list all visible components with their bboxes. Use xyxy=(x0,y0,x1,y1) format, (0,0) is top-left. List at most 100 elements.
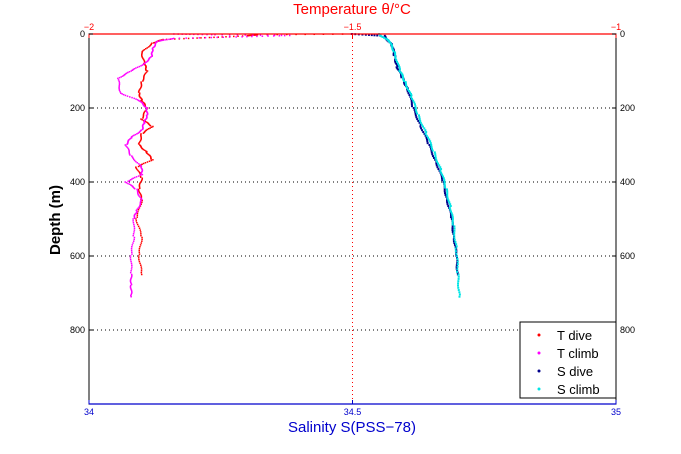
data-point xyxy=(450,214,453,217)
data-point xyxy=(222,36,225,39)
data-point xyxy=(434,156,437,159)
data-point xyxy=(392,52,395,55)
data-point xyxy=(129,285,132,288)
data-point xyxy=(400,76,403,79)
data-point xyxy=(440,168,443,171)
data-point xyxy=(129,284,132,287)
right-axis-tick-label: 0 xyxy=(620,29,625,39)
data-point xyxy=(139,201,142,204)
data-point xyxy=(125,145,127,147)
data-point xyxy=(131,178,133,180)
data-point xyxy=(138,255,140,257)
data-point xyxy=(448,201,451,204)
data-point xyxy=(133,229,136,231)
top-axis-title: Temperature θ/°C xyxy=(293,1,411,18)
data-point xyxy=(451,230,454,233)
data-point xyxy=(127,71,129,74)
data-point xyxy=(139,100,141,103)
data-point xyxy=(138,163,140,165)
data-point xyxy=(414,107,417,109)
data-point xyxy=(168,38,170,41)
data-point xyxy=(129,279,132,281)
data-point xyxy=(241,35,244,37)
data-point xyxy=(164,39,166,41)
data-point xyxy=(152,46,155,49)
data-point xyxy=(140,199,142,202)
data-point xyxy=(444,193,447,196)
data-point xyxy=(381,35,384,38)
data-point xyxy=(449,205,452,208)
data-point xyxy=(135,166,137,168)
data-point xyxy=(451,221,454,224)
legend: T dive T climb S dive S climb xyxy=(519,321,617,399)
data-point xyxy=(424,134,427,137)
data-point xyxy=(142,63,145,66)
data-point xyxy=(140,84,143,87)
data-point xyxy=(370,34,373,37)
data-point xyxy=(133,187,136,190)
data-point xyxy=(129,280,132,282)
data-point xyxy=(413,108,416,111)
data-point xyxy=(138,65,141,68)
data-point xyxy=(143,48,146,51)
series-t-climb xyxy=(117,33,291,298)
data-point xyxy=(140,83,143,86)
data-point xyxy=(137,189,140,192)
bottom-axis-tick-label: 34.5 xyxy=(344,407,362,417)
data-point xyxy=(419,121,422,124)
data-point xyxy=(225,36,227,38)
data-point xyxy=(124,94,127,97)
data-point xyxy=(443,184,446,187)
data-point xyxy=(136,99,139,101)
data-point xyxy=(136,212,139,215)
data-point xyxy=(414,108,417,111)
legend-entry-s-dive: S dive xyxy=(537,364,593,379)
data-point xyxy=(142,80,144,82)
data-point xyxy=(117,79,120,81)
data-point xyxy=(143,111,145,114)
data-point xyxy=(411,105,414,108)
data-point xyxy=(136,190,139,193)
axes: −2 −1.5 −1 34 34.5 35 0 0 200 200 400 400 600 600 800 8… xyxy=(70,22,635,417)
data-point xyxy=(131,184,133,187)
data-point xyxy=(413,103,416,106)
data-point xyxy=(140,65,142,67)
data-point xyxy=(130,247,133,250)
data-point xyxy=(130,288,132,290)
data-point xyxy=(144,110,146,113)
data-point xyxy=(255,34,257,36)
data-point xyxy=(135,160,137,163)
legend-label-t-dive: T dive xyxy=(557,328,592,343)
data-point xyxy=(401,73,404,76)
data-point xyxy=(121,75,124,77)
data-point xyxy=(213,36,215,39)
data-point xyxy=(446,193,449,196)
data-point xyxy=(131,274,133,277)
data-point xyxy=(442,175,445,178)
data-point xyxy=(443,190,446,193)
data-point xyxy=(130,282,132,285)
data-point xyxy=(144,73,146,76)
data-point xyxy=(145,71,148,73)
data-point xyxy=(204,36,207,39)
data-point xyxy=(208,36,211,39)
data-point xyxy=(133,158,135,161)
data-point xyxy=(140,86,142,89)
data-point xyxy=(435,164,438,167)
data-point xyxy=(140,203,143,205)
data-point xyxy=(380,35,383,38)
data-point xyxy=(128,150,130,153)
data-point xyxy=(439,169,442,172)
y-axis-title: Depth (m) xyxy=(47,185,64,255)
data-point xyxy=(117,77,119,80)
data-point xyxy=(424,129,427,132)
data-point xyxy=(418,121,421,124)
data-point xyxy=(235,36,237,38)
data-point xyxy=(455,264,458,267)
data-point xyxy=(178,37,181,40)
data-point xyxy=(130,184,132,186)
data-point xyxy=(141,55,143,57)
bottom-axis-title: Salinity S(PSS−78) xyxy=(288,419,416,436)
data-point xyxy=(142,58,145,60)
data-point xyxy=(429,145,432,148)
